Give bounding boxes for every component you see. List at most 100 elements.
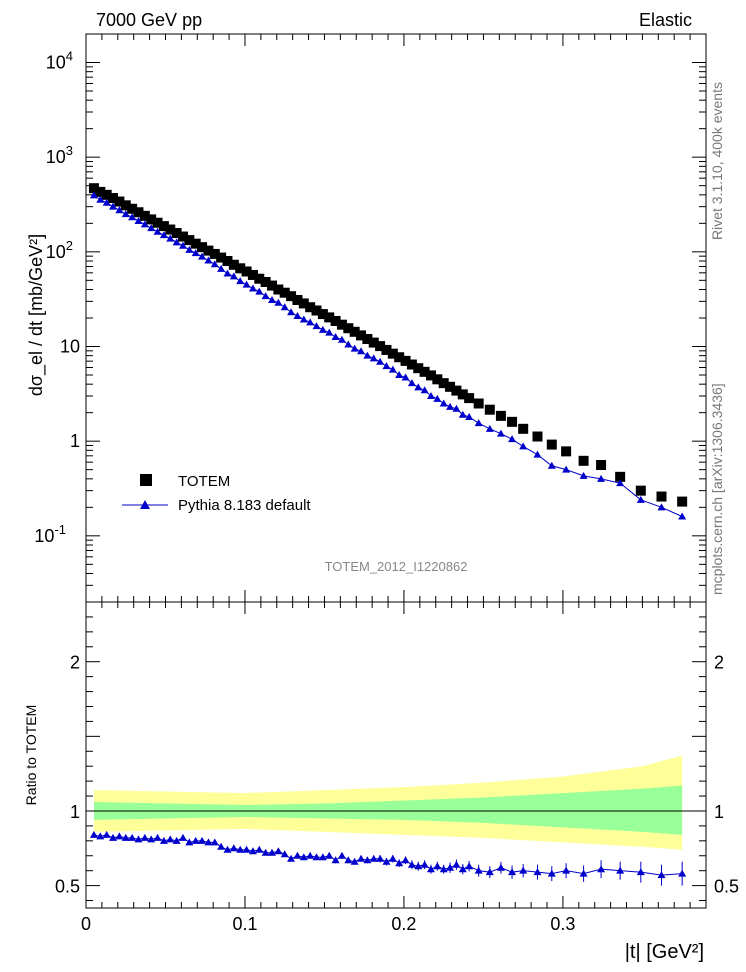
ratio-point bbox=[382, 857, 391, 865]
ratio-point bbox=[128, 833, 137, 841]
totem-point bbox=[356, 330, 367, 341]
ratio-point bbox=[268, 848, 276, 856]
rivet-label: Rivet 3.1.10, 400k events bbox=[709, 82, 725, 240]
ratio-point bbox=[395, 859, 404, 867]
ratio-point bbox=[242, 845, 251, 853]
totem-point bbox=[484, 404, 495, 415]
ratio-point bbox=[616, 866, 625, 874]
ratio-point bbox=[229, 844, 238, 852]
ratio-y-tick-label: 1 bbox=[70, 802, 80, 822]
pythia-point bbox=[414, 383, 423, 391]
pythia-point bbox=[223, 269, 232, 277]
pythia-point bbox=[579, 471, 588, 479]
pythia-point bbox=[357, 347, 366, 355]
pythia-point bbox=[306, 318, 315, 326]
ratio-point bbox=[287, 854, 296, 862]
pythia-point bbox=[344, 340, 353, 348]
pythia-point bbox=[140, 220, 149, 228]
totem-point bbox=[419, 366, 430, 377]
ratio-point bbox=[185, 838, 194, 846]
pythia-point bbox=[446, 402, 455, 410]
totem-point bbox=[152, 217, 163, 228]
totem-point bbox=[279, 287, 290, 298]
pythia-point bbox=[185, 245, 194, 253]
ratio-point bbox=[350, 857, 359, 865]
totem-point bbox=[324, 312, 335, 323]
pythia-point bbox=[452, 404, 461, 412]
pythia-point bbox=[204, 256, 213, 264]
legend-pythia-marker bbox=[140, 500, 150, 509]
x-tick-label: 0.3 bbox=[550, 914, 575, 934]
totem-point bbox=[615, 471, 626, 482]
totem-point bbox=[445, 381, 456, 392]
totem-point bbox=[394, 352, 405, 363]
top-y-tick-label: 10 bbox=[60, 336, 80, 356]
totem-point bbox=[108, 193, 119, 204]
pythia-point bbox=[508, 435, 517, 443]
totem-point bbox=[158, 221, 169, 232]
pythia-point bbox=[369, 354, 378, 362]
header-left-label: 7000 GeV pp bbox=[96, 10, 202, 30]
ratio-point bbox=[420, 860, 429, 868]
x-tick-label: 0.1 bbox=[232, 914, 257, 934]
top-y-tick-label: 102 bbox=[46, 238, 73, 262]
top-y-tick-label: 1 bbox=[70, 431, 80, 451]
pythia-point bbox=[331, 332, 340, 340]
pythia-point bbox=[474, 419, 483, 427]
ratio-point bbox=[306, 851, 315, 859]
totem-point bbox=[677, 496, 688, 507]
ratio-point bbox=[325, 851, 334, 859]
ratio-point bbox=[89, 830, 98, 838]
ratio-point bbox=[293, 851, 302, 859]
totem-point bbox=[127, 203, 138, 214]
totem-point bbox=[273, 284, 284, 295]
totem-point bbox=[451, 385, 462, 396]
ratio-panel-axes: 0 0.1 0.2 0.3 0.5 0.5 1 1 2 2 bbox=[55, 601, 739, 934]
ratio-point bbox=[657, 871, 666, 879]
totem-point bbox=[133, 207, 144, 218]
pythia-point bbox=[236, 277, 245, 285]
ratio-band-inner bbox=[93, 785, 683, 835]
pythia-point bbox=[172, 238, 181, 246]
pythia-point bbox=[382, 362, 391, 370]
ratio-point bbox=[439, 865, 448, 873]
top-panel-series bbox=[88, 183, 688, 520]
analysis-label: TOTEM_2012_I1220862 bbox=[325, 559, 468, 574]
pythia-point bbox=[242, 280, 251, 288]
totem-point bbox=[146, 214, 157, 225]
ratio-point bbox=[636, 868, 645, 876]
pythia-point bbox=[178, 241, 187, 249]
pythia-point bbox=[318, 325, 327, 333]
ratio-point bbox=[496, 863, 505, 871]
pythia-point bbox=[287, 308, 296, 316]
totem-point bbox=[311, 305, 322, 316]
pythia-point bbox=[496, 429, 505, 437]
totem-point bbox=[349, 326, 360, 337]
totem-point bbox=[336, 319, 347, 330]
totem-point bbox=[203, 245, 214, 256]
ratio-point bbox=[191, 836, 200, 844]
ratio-point bbox=[217, 842, 226, 850]
pythia-point bbox=[261, 292, 270, 300]
pythia-point bbox=[407, 379, 416, 387]
totem-point bbox=[165, 224, 176, 235]
pythia-point bbox=[293, 311, 302, 319]
pythia-point bbox=[229, 272, 238, 280]
pythia-point bbox=[299, 315, 308, 323]
ratio-point bbox=[166, 835, 175, 843]
pythia-point bbox=[337, 335, 346, 343]
totem-point bbox=[317, 309, 328, 320]
pythia-point bbox=[153, 227, 162, 235]
totem-point bbox=[139, 210, 150, 221]
ratio-point bbox=[134, 835, 143, 843]
totem-point bbox=[95, 186, 106, 197]
pythia-point bbox=[312, 322, 321, 330]
totem-point bbox=[561, 446, 572, 457]
totem-point bbox=[368, 337, 379, 348]
pythia-point bbox=[547, 461, 556, 469]
ratio-point bbox=[446, 863, 455, 871]
ratio-point bbox=[318, 853, 327, 861]
totem-point bbox=[381, 344, 392, 355]
totem-point bbox=[228, 259, 239, 270]
legend-totem-label: TOTEM bbox=[178, 473, 230, 490]
